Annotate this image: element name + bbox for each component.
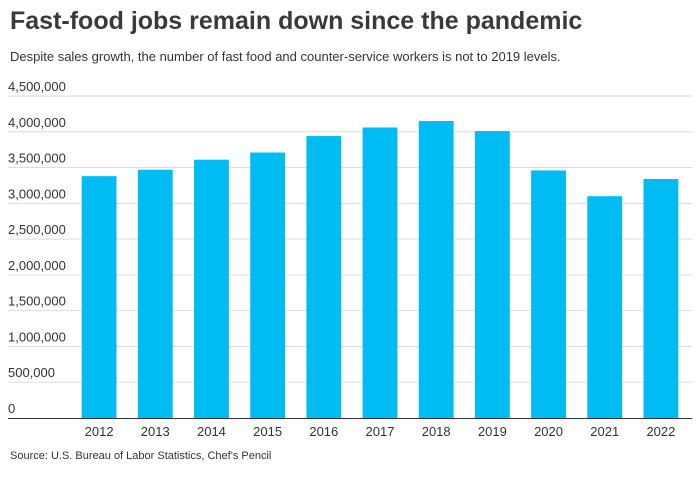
- y-tick-label: 4,500,000: [8, 79, 66, 94]
- x-tick-label-2021: 2021: [590, 424, 619, 439]
- bar-2017: [362, 127, 398, 419]
- bar-2022: [643, 179, 679, 418]
- bars: [81, 121, 679, 419]
- y-tick-label: 4,000,000: [8, 115, 66, 130]
- x-tick-label-2016: 2016: [309, 424, 338, 439]
- bar-2021: [587, 196, 623, 418]
- x-axis-tick-labels: 2012 2013 2014 2015 2016 2017 2018 2019 2020 2021…: [85, 424, 676, 439]
- x-tick-label-2015: 2015: [253, 424, 282, 439]
- y-axis-tick-labels: 0 500,000 1,000,000 1,500,000 2,000,000 2,500…: [8, 79, 66, 416]
- y-tick-label: 2,000,000: [8, 258, 66, 273]
- y-tick-label: 0: [8, 401, 15, 416]
- y-tick-label: 3,000,000: [8, 186, 66, 201]
- y-tick-label: 2,500,000: [8, 222, 66, 237]
- x-tick-label-2013: 2013: [141, 424, 170, 439]
- y-tick-label: 1,500,000: [8, 294, 66, 309]
- bar-2012: [81, 176, 117, 418]
- bar-2020: [531, 170, 566, 418]
- y-tick-label: 3,500,000: [8, 151, 66, 166]
- chart-subtitle: Despite sales growth, the number of fast…: [10, 49, 561, 64]
- y-tick-label: 500,000: [8, 365, 55, 380]
- y-tick-label: 1,000,000: [8, 329, 66, 344]
- gridlines: [8, 95, 692, 383]
- x-tick-label-2022: 2022: [646, 424, 675, 439]
- x-tick-label-2014: 2014: [197, 424, 226, 439]
- x-tick-label-2020: 2020: [534, 424, 563, 439]
- chart-title: Fast-food jobs remain down since the pan…: [10, 7, 583, 35]
- bar-2013: [137, 169, 173, 418]
- x-tick-label-2012: 2012: [85, 424, 114, 439]
- bar-2016: [306, 136, 342, 418]
- x-tick-label-2017: 2017: [366, 424, 395, 439]
- source-note: Source: U.S. Bureau of Labor Statistics,…: [10, 450, 272, 462]
- bar-2018: [418, 121, 454, 419]
- bar-2014: [194, 159, 229, 418]
- bar-2019: [474, 131, 510, 418]
- x-tick-label-2019: 2019: [478, 424, 507, 439]
- x-tick-label-2018: 2018: [422, 424, 451, 439]
- bar-2015: [250, 152, 286, 419]
